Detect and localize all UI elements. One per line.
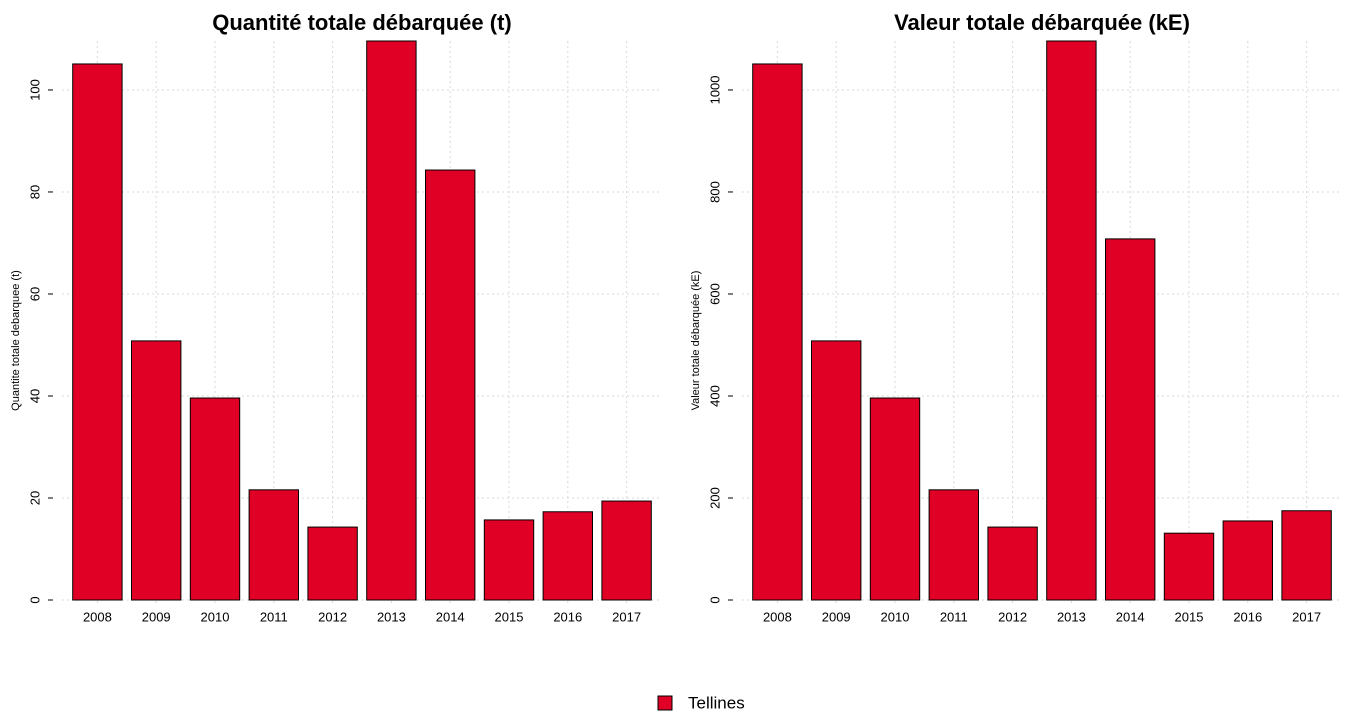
- bar: [1163, 532, 1215, 601]
- y-tick-label: 800: [707, 181, 722, 203]
- bar: [928, 489, 979, 601]
- bar: [307, 526, 358, 601]
- x-tick-label: 2008: [83, 609, 112, 624]
- chart-title: Valeur totale débarquée (kE): [894, 10, 1190, 35]
- bar: [1222, 520, 1273, 601]
- bar: [425, 169, 476, 601]
- x-tick-label: 2010: [201, 609, 230, 624]
- bar: [869, 397, 921, 601]
- bar: [248, 489, 299, 601]
- x-tick-label: 2012: [998, 609, 1027, 624]
- y-tick-label: 60: [27, 287, 42, 301]
- bar: [1281, 510, 1332, 601]
- bar: [483, 519, 535, 601]
- legend-label: Tellines: [688, 693, 745, 712]
- x-tick-label: 2015: [1175, 609, 1204, 624]
- bar: [72, 63, 123, 601]
- bar: [131, 340, 182, 601]
- x-tick-label: 2016: [553, 609, 582, 624]
- y-tick-label: 0: [707, 596, 722, 603]
- y-tick-label: 100: [27, 79, 42, 101]
- bar: [811, 340, 862, 601]
- x-tick-label: 2015: [495, 609, 524, 624]
- bar: [189, 397, 241, 601]
- bar: [1105, 238, 1156, 601]
- x-tick-label: 2017: [1292, 609, 1321, 624]
- legend-swatch: [657, 695, 673, 711]
- bar: [1046, 40, 1097, 601]
- x-tick-label: 2011: [260, 609, 288, 624]
- x-tick-label: 2009: [822, 609, 851, 624]
- y-tick-label: 400: [707, 385, 722, 407]
- y-tick-label: 600: [707, 283, 722, 305]
- y-axis-label: Quantite totale debarquee (t): [10, 270, 22, 411]
- y-tick-label: 80: [27, 185, 42, 199]
- x-tick-label: 2014: [436, 609, 465, 624]
- x-tick-label: 2016: [1233, 609, 1262, 624]
- bar: [542, 511, 593, 601]
- y-tick-label: 1000: [707, 76, 722, 105]
- bar: [987, 526, 1038, 601]
- x-tick-label: 2013: [1057, 609, 1086, 624]
- y-tick-label: 200: [707, 487, 722, 509]
- y-axis-label: Valeur totale débarquée (kE): [690, 271, 702, 411]
- x-tick-label: 2012: [318, 609, 347, 624]
- x-tick-label: 2014: [1116, 609, 1145, 624]
- x-tick-label: 2010: [881, 609, 910, 624]
- y-tick-label: 40: [27, 389, 42, 403]
- chart-title: Quantité totale débarquée (t): [212, 10, 511, 35]
- bar: [366, 40, 417, 601]
- x-tick-label: 2008: [763, 609, 792, 624]
- bar: [752, 63, 803, 601]
- y-tick-label: 20: [27, 491, 42, 505]
- x-tick-label: 2013: [377, 609, 406, 624]
- x-tick-label: 2017: [612, 609, 641, 624]
- x-tick-label: 2009: [142, 609, 171, 624]
- x-tick-label: 2011: [940, 609, 968, 624]
- bar: [601, 500, 652, 601]
- y-tick-label: 0: [27, 596, 42, 603]
